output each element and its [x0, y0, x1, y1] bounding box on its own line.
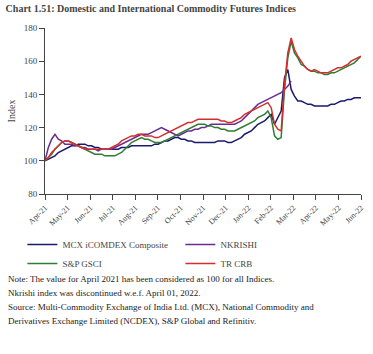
- svg-text:Jun-21: Jun-21: [73, 203, 95, 225]
- svg-text:Sep-21: Sep-21: [140, 203, 162, 225]
- svg-text:Dec-21: Dec-21: [207, 203, 230, 226]
- svg-text:160: 160: [24, 56, 38, 66]
- svg-text:Apr-22: Apr-22: [298, 203, 321, 226]
- svg-text:Nov-21: Nov-21: [184, 203, 208, 227]
- svg-text:Oct-21: Oct-21: [163, 203, 185, 225]
- svg-text:MCX iCOMDEX Composite: MCX iCOMDEX Composite: [62, 240, 168, 250]
- svg-text:NKRISHI: NKRISHI: [220, 240, 257, 250]
- svg-text:100: 100: [24, 156, 38, 166]
- svg-text:Note: The value for April 2021: Note: The value for April 2021 has been …: [8, 274, 274, 284]
- svg-text:Index: Index: [6, 100, 17, 123]
- svg-text:Derivatives Exchange Limited (: Derivatives Exchange Limited (NCDEX), S&…: [8, 316, 256, 326]
- svg-text:140: 140: [24, 90, 38, 100]
- svg-text:180: 180: [24, 23, 38, 33]
- svg-text:Mar-22: Mar-22: [274, 203, 297, 226]
- svg-text:120: 120: [24, 123, 38, 133]
- svg-text:Aug-21: Aug-21: [116, 203, 140, 227]
- svg-text:Chart 1.51: Domestic and Inter: Chart 1.51: Domestic and International C…: [6, 3, 296, 14]
- svg-text:May-22: May-22: [318, 203, 342, 227]
- svg-text:Apr-21: Apr-21: [27, 203, 50, 226]
- svg-text:Jun-22: Jun-22: [343, 203, 365, 225]
- svg-text:S&P GSCI: S&P GSCI: [62, 259, 101, 269]
- svg-text:TR CRB: TR CRB: [220, 259, 252, 269]
- svg-text:Feb-22: Feb-22: [253, 203, 275, 225]
- svg-text:Nkrishi index was discontinued: Nkrishi index was discontinued w.e.f. Ap…: [8, 288, 200, 298]
- svg-text:May-21: May-21: [48, 203, 72, 227]
- svg-text:80: 80: [28, 189, 38, 199]
- svg-text:Jan-22: Jan-22: [231, 203, 252, 224]
- svg-text:Jul-21: Jul-21: [96, 203, 117, 224]
- svg-text:Source: Multi-Commodity Exchan: Source: Multi-Commodity Exchange of Indi…: [8, 302, 314, 312]
